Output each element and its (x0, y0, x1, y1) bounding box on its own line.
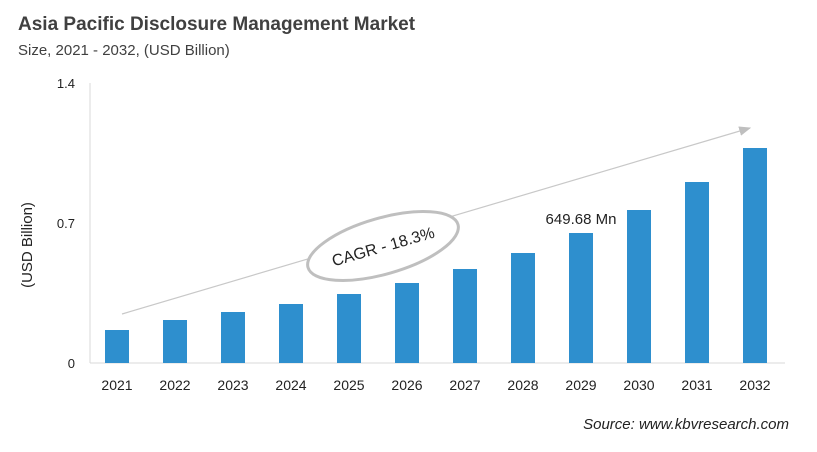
x-tick-label: 2032 (739, 377, 770, 393)
x-tick-label: 2028 (507, 377, 538, 393)
bar-2022 (163, 320, 187, 363)
bar-2030 (627, 210, 651, 363)
x-tick-label: 2030 (623, 377, 654, 393)
bar-2025 (337, 294, 361, 363)
y-tick-label: 1.4 (57, 76, 75, 91)
y-tick-label: 0.7 (57, 216, 75, 231)
source-note: Source: www.kbvresearch.com (583, 416, 789, 433)
bar-2032 (743, 148, 767, 363)
x-tick-label: 2031 (681, 377, 712, 393)
x-tick-label: 2025 (333, 377, 364, 393)
chart-title: Asia Pacific Disclosure Management Marke… (18, 14, 416, 35)
bar-2023 (221, 312, 245, 363)
bar-2027 (453, 269, 477, 363)
y-tick-label: 0 (68, 356, 75, 371)
bar-2029 (569, 233, 593, 363)
bar-2024 (279, 304, 303, 363)
bar-2026 (395, 283, 419, 363)
x-tick-label: 2024 (275, 377, 306, 393)
cagr-ellipse (306, 210, 460, 282)
x-tick-label: 2022 (159, 377, 190, 393)
x-tick-label: 2026 (391, 377, 422, 393)
data-label: 649.68 Mn (546, 211, 617, 228)
bar-2028 (511, 253, 535, 363)
x-tick-label: 2023 (217, 377, 248, 393)
y-axis-label: (USD Billion) (19, 202, 36, 288)
chart-subtitle: Size, 2021 - 2032, (USD Billion) (18, 42, 230, 59)
x-tick-label: 2029 (565, 377, 596, 393)
bar-2021 (105, 330, 129, 363)
x-tick-label: 2027 (449, 377, 480, 393)
x-tick-label: 2021 (101, 377, 132, 393)
bar-2031 (685, 182, 709, 363)
